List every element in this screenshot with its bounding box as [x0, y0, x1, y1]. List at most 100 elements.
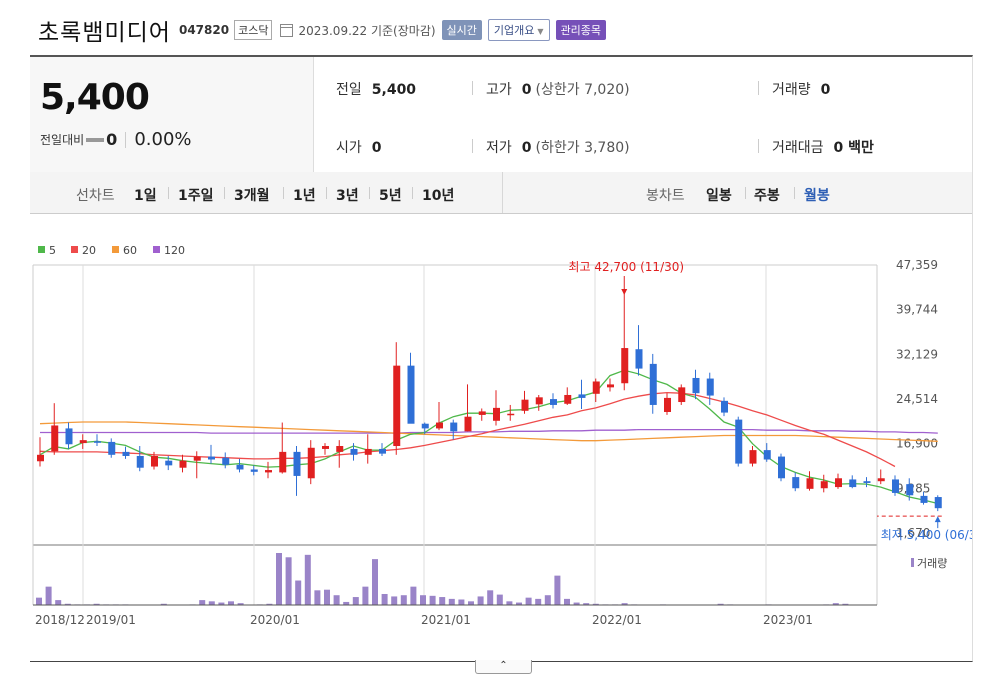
candle-body [578, 394, 586, 398]
candle-monthly[interactable]: 월봉 [804, 188, 830, 204]
line-chart-label: 선차트 [76, 188, 115, 204]
candle-body [778, 456, 785, 479]
period-10y[interactable]: 10년 [422, 188, 455, 204]
candle-body [892, 479, 899, 493]
candle-body [820, 481, 828, 489]
legend-swatch [153, 246, 160, 253]
candle-body [934, 497, 942, 509]
high-value: 0 [521, 82, 532, 98]
candle-body [521, 399, 529, 411]
volume-bar [333, 595, 340, 605]
volume-bar [592, 603, 599, 605]
volume-bar [496, 594, 503, 605]
prev-close-value: 5,400 [371, 82, 417, 98]
volume-bar [362, 586, 369, 605]
candle-body [165, 460, 173, 466]
volume-bar [228, 601, 234, 605]
volume-bar [208, 601, 215, 605]
x-tick-label: 2019/01 [86, 613, 136, 627]
candle-body [293, 451, 301, 476]
volume-bar [285, 557, 292, 605]
period-3m[interactable]: 3개월 [234, 188, 270, 204]
volume-bar [544, 595, 551, 605]
volume: 거래량 0 [772, 79, 830, 99]
candle-body [322, 446, 329, 449]
candle-body [193, 456, 201, 461]
candle-body [108, 441, 116, 455]
candle-body [735, 419, 743, 464]
candle-body [706, 378, 714, 396]
change-label: 전일대비 [40, 133, 85, 147]
chevron-down-icon: ▼ [537, 27, 544, 36]
candle-body [307, 447, 315, 479]
max-arrow-icon [621, 289, 628, 295]
period-3y[interactable]: 3년 [336, 188, 359, 204]
y-tick-label: 24,514 [896, 392, 938, 406]
candle-body [51, 425, 59, 452]
y-tick-label: 1,670 [896, 526, 930, 540]
candle-body [920, 495, 928, 503]
volume-bar [410, 586, 417, 605]
volume-bar [45, 586, 52, 605]
candle-body [649, 363, 657, 405]
candle-body [749, 450, 757, 464]
candle-body [607, 384, 614, 388]
volume-bar [324, 589, 330, 605]
candle-daily[interactable]: 일봉 [706, 188, 732, 204]
period-1w[interactable]: 1주일 [178, 188, 214, 204]
managed-stock-badge[interactable]: 관리종목 [555, 20, 607, 40]
prev-close-label: 전일 [336, 82, 362, 98]
volume-bar [314, 590, 321, 605]
trade-amount: 거래대금 0 백만 [772, 137, 874, 157]
volume-bar [237, 603, 244, 605]
realtime-button[interactable]: 실시간 [441, 20, 482, 40]
change-percent: 0.00% [134, 129, 192, 150]
candle-body [350, 448, 358, 455]
candle-body [635, 349, 643, 369]
volume-legend-label: 거래량 [917, 557, 947, 570]
volume-bar [468, 601, 474, 605]
amount-label: 거래대금 [772, 140, 824, 156]
candle-weekly[interactable]: 주봉 [754, 188, 780, 204]
lower-limit: (하한가 3,780) [535, 140, 630, 156]
low-label: 저가 [486, 140, 512, 156]
volume-bar [372, 559, 378, 605]
volume-bar [55, 600, 62, 605]
volume-bar [352, 597, 359, 605]
period-1y[interactable]: 1년 [293, 188, 316, 204]
stock-code: 047820 [178, 23, 230, 37]
divider [758, 81, 759, 95]
candle-body [906, 484, 914, 496]
candle-body [151, 455, 158, 467]
candle-chart-label: 봉차트 [646, 188, 685, 204]
candle-body [436, 422, 443, 429]
change-value: 0 [106, 130, 118, 149]
y-tick-label: 16,900 [896, 437, 938, 451]
stock-header: 초록뱀미디어 047820 코스닥 2023.09.22 기준(장마감) 실시간… [38, 12, 607, 48]
low-value: 0 [521, 140, 532, 156]
current-price: 5,400 [40, 77, 150, 118]
volume-bar [391, 596, 398, 605]
price-change: 전일대비 0 0.00% [40, 129, 192, 150]
volume-bar [583, 603, 590, 605]
candle-body [379, 448, 386, 454]
period-1d[interactable]: 1일 [134, 188, 157, 204]
company-overview-label: 기업개요 [493, 24, 535, 37]
candle-body [721, 400, 728, 413]
divider [472, 81, 473, 95]
candle-body [692, 377, 700, 394]
volume-bar [381, 593, 388, 605]
candle-body [222, 457, 230, 465]
collapse-chevron-up-icon[interactable]: ⌃ [475, 660, 532, 674]
volume-bar [554, 575, 561, 605]
company-overview-button[interactable]: 기업개요 ▼ [487, 19, 550, 41]
ma5-line [39, 369, 938, 505]
candle-body [393, 365, 401, 447]
quote-panel: 5,400 전일대비 0 0.00% 전일 5,400 고가 0 (상한가 7,020… [30, 55, 973, 174]
y-tick-label: 32,129 [896, 347, 938, 361]
volume-bar [621, 603, 628, 605]
period-5y[interactable]: 5년 [379, 188, 402, 204]
candle-body [336, 446, 344, 452]
calendar-icon [280, 23, 294, 37]
volume-bar [842, 603, 849, 605]
